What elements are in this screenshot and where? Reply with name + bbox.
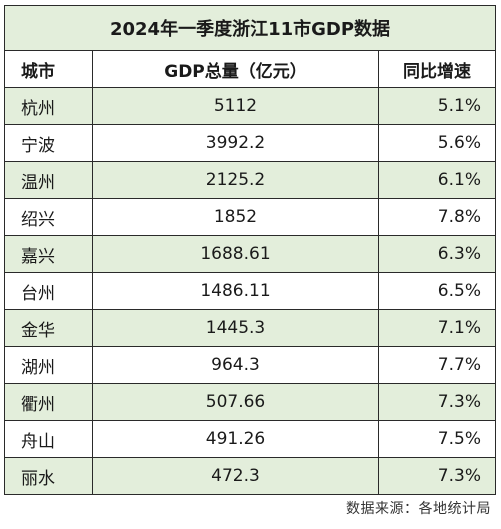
city-cell: 衢州 bbox=[4, 383, 93, 421]
growth-cell: 5.6% bbox=[378, 124, 496, 162]
city-cell: 嘉兴 bbox=[4, 235, 93, 273]
table-body: 杭州 5112 5.1% 宁波 3992.2 5.6% 温州 2125.2 6.… bbox=[4, 87, 496, 495]
table-row: 丽水 472.3 7.3% bbox=[4, 457, 496, 495]
city-cell: 金华 bbox=[4, 309, 93, 347]
table-row: 温州 2125.2 6.1% bbox=[4, 161, 496, 199]
table-row: 杭州 5112 5.1% bbox=[4, 87, 496, 125]
data-source-note: 数据来源：各地统计局 bbox=[346, 501, 491, 517]
growth-cell: 7.3% bbox=[378, 383, 496, 421]
city-cell: 宁波 bbox=[4, 124, 93, 162]
city-cell: 湖州 bbox=[4, 346, 93, 384]
gdp-cell: 1445.3 bbox=[92, 309, 379, 347]
growth-cell: 6.1% bbox=[378, 161, 496, 199]
gdp-cell: 2125.2 bbox=[92, 161, 379, 199]
growth-cell: 6.3% bbox=[378, 235, 496, 273]
header-growth: 同比增速 bbox=[378, 50, 496, 88]
city-cell: 温州 bbox=[4, 161, 93, 199]
gdp-cell: 472.3 bbox=[92, 457, 379, 495]
table-row: 台州 1486.11 6.5% bbox=[4, 272, 496, 310]
city-cell: 绍兴 bbox=[4, 198, 93, 236]
table-row: 湖州 964.3 7.7% bbox=[4, 346, 496, 384]
table-row: 衢州 507.66 7.3% bbox=[4, 383, 496, 421]
gdp-cell: 507.66 bbox=[92, 383, 379, 421]
header-city: 城市 bbox=[4, 50, 93, 88]
growth-cell: 7.5% bbox=[378, 420, 496, 458]
growth-cell: 7.1% bbox=[378, 309, 496, 347]
table-row: 嘉兴 1688.61 6.3% bbox=[4, 235, 496, 273]
header-gdp: GDP总量（亿元） bbox=[92, 50, 379, 88]
growth-cell: 7.3% bbox=[378, 457, 496, 495]
growth-cell: 5.1% bbox=[378, 87, 496, 125]
gdp-cell: 491.26 bbox=[92, 420, 379, 458]
city-cell: 台州 bbox=[4, 272, 93, 310]
table-title: 2024年一季度浙江11市GDP数据 bbox=[4, 5, 496, 51]
gdp-cell: 5112 bbox=[92, 87, 379, 125]
table-row: 金华 1445.3 7.1% bbox=[4, 309, 496, 347]
city-cell: 杭州 bbox=[4, 87, 93, 125]
gdp-table: 2024年一季度浙江11市GDP数据 城市 GDP总量（亿元） 同比增速 杭州 … bbox=[4, 5, 496, 495]
gdp-cell: 1688.61 bbox=[92, 235, 379, 273]
gdp-cell: 1852 bbox=[92, 198, 379, 236]
growth-cell: 7.8% bbox=[378, 198, 496, 236]
gdp-cell: 1486.11 bbox=[92, 272, 379, 310]
gdp-cell: 964.3 bbox=[92, 346, 379, 384]
table-row: 宁波 3992.2 5.6% bbox=[4, 124, 496, 162]
city-cell: 丽水 bbox=[4, 457, 93, 495]
table-row: 舟山 491.26 7.5% bbox=[4, 420, 496, 458]
city-cell: 舟山 bbox=[4, 420, 93, 458]
growth-cell: 6.5% bbox=[378, 272, 496, 310]
table-row: 绍兴 1852 7.8% bbox=[4, 198, 496, 236]
gdp-cell: 3992.2 bbox=[92, 124, 379, 162]
growth-cell: 7.7% bbox=[378, 346, 496, 384]
